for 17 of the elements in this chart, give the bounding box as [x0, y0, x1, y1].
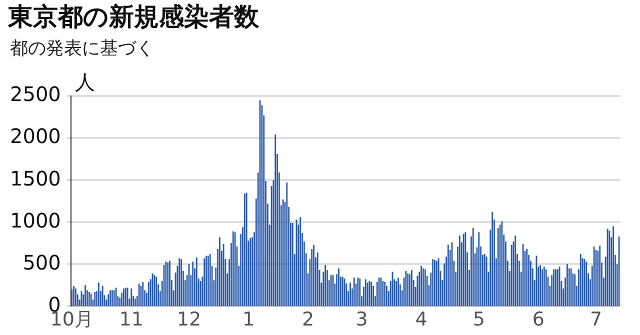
x-tick-label: 6	[532, 308, 544, 331]
x-tick-label: 7	[590, 308, 602, 331]
y-tick-label: 1000	[10, 208, 61, 232]
x-tick-label: 1	[242, 308, 255, 331]
chart-title: 東京都の新規感染者数	[8, 1, 259, 33]
chart-subtitle: 都の発表に基づく	[10, 37, 154, 60]
x-tick-label: 2	[302, 308, 314, 331]
y-tick-label: 2500	[10, 82, 61, 106]
x-tick-label: 12	[176, 308, 202, 331]
y-tick-label: 500	[22, 250, 61, 274]
y-tick-label: 2000	[10, 124, 61, 148]
x-tick-label: 11	[119, 308, 144, 331]
y-axis-title: 人	[74, 70, 95, 94]
y-tick-label: 1500	[10, 166, 61, 190]
x-tick-label: 4	[415, 308, 428, 331]
x-tick-label: 3	[356, 308, 368, 331]
x-tick-label: 5	[472, 308, 485, 331]
